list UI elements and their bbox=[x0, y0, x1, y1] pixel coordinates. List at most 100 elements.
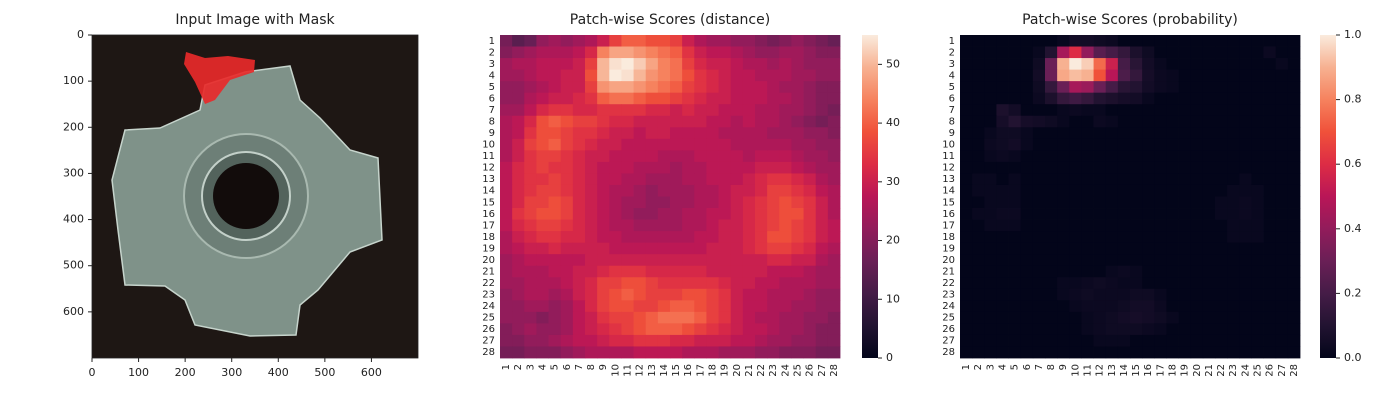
heat-cell bbox=[512, 184, 525, 197]
heat-cell bbox=[670, 231, 683, 244]
heat-cell bbox=[1275, 346, 1289, 359]
heat-cell bbox=[1008, 323, 1022, 336]
heat-cell bbox=[597, 58, 610, 71]
heat-cell bbox=[1093, 300, 1107, 313]
heat-cell bbox=[1178, 92, 1192, 105]
heat-cell bbox=[548, 277, 562, 290]
heat-cell bbox=[1032, 242, 1046, 255]
heat-cell bbox=[996, 346, 1009, 359]
heat-cell bbox=[1251, 196, 1264, 209]
heat-cell bbox=[1081, 138, 1094, 151]
heat-cell bbox=[694, 288, 707, 301]
heat-cell bbox=[815, 81, 829, 94]
heat-cell bbox=[1190, 138, 1204, 151]
heat-cell bbox=[1057, 277, 1070, 290]
heat-cell bbox=[1239, 173, 1252, 186]
heat-cell bbox=[524, 58, 537, 71]
heat-cell bbox=[1057, 81, 1070, 94]
y-tick-label: 16 bbox=[482, 209, 495, 220]
heat-cell bbox=[767, 115, 780, 128]
x-tick-label: 28 bbox=[829, 364, 840, 377]
heat-cell bbox=[1178, 288, 1192, 301]
heat-cell bbox=[803, 173, 817, 186]
heat-cell bbox=[572, 161, 586, 174]
heat-cell bbox=[1275, 196, 1289, 209]
heat-cell bbox=[621, 173, 634, 186]
heat-cell bbox=[1275, 150, 1289, 163]
heat-cell bbox=[972, 242, 985, 255]
heat-cell bbox=[1142, 277, 1155, 290]
heat-cell bbox=[779, 311, 792, 324]
heat-cell bbox=[1275, 92, 1289, 105]
heat-cell bbox=[1154, 334, 1167, 347]
heat-cell bbox=[718, 58, 732, 71]
heat-cell bbox=[1093, 92, 1107, 105]
heat-cell bbox=[597, 242, 610, 255]
heat-cell bbox=[1275, 104, 1289, 117]
heat-cell bbox=[767, 311, 780, 324]
x-tick-label: 15 bbox=[671, 364, 682, 377]
heat-cell bbox=[1057, 208, 1070, 220]
heat-cell bbox=[1057, 323, 1070, 336]
heat-cell bbox=[1215, 58, 1228, 71]
heat-cell bbox=[1045, 115, 1058, 128]
heat-cell bbox=[1020, 334, 1034, 347]
heat-cell bbox=[633, 311, 647, 324]
heat-cell bbox=[585, 150, 598, 163]
x-tick-label: 16 bbox=[683, 364, 694, 377]
heat-cell bbox=[803, 92, 817, 105]
heat-cell bbox=[706, 81, 719, 94]
y-tick-label: 3 bbox=[489, 59, 495, 70]
heat-cell bbox=[1117, 184, 1131, 197]
heat-cell bbox=[742, 242, 756, 255]
heat-cell bbox=[779, 219, 792, 232]
heat-cell bbox=[1032, 81, 1046, 94]
heat-cell bbox=[1275, 300, 1289, 313]
heat-cell bbox=[560, 311, 574, 324]
heat-cell bbox=[536, 104, 549, 117]
heat-cell bbox=[609, 81, 622, 94]
heat-cell bbox=[694, 58, 707, 71]
heat-cell bbox=[597, 334, 610, 347]
heat-cell bbox=[827, 115, 841, 128]
heat-cell bbox=[512, 346, 525, 359]
heat-cell bbox=[730, 231, 744, 244]
heat-cell bbox=[657, 81, 671, 94]
heat-cell bbox=[694, 208, 707, 220]
heat-cell bbox=[572, 300, 586, 313]
heat-cell bbox=[827, 46, 841, 59]
heat-cell bbox=[609, 231, 622, 244]
heat-cell bbox=[512, 35, 525, 47]
heat-cell bbox=[657, 323, 671, 336]
heat-cell bbox=[1032, 208, 1046, 220]
heat-cell bbox=[585, 161, 598, 174]
heat-cell bbox=[1166, 311, 1179, 324]
heat-cell bbox=[1215, 127, 1228, 140]
heat-cell bbox=[1287, 69, 1301, 82]
y-tick-label: 22 bbox=[482, 278, 495, 289]
heat-cell bbox=[1032, 323, 1046, 336]
heat-cell bbox=[1154, 346, 1167, 359]
heat-cell bbox=[1263, 346, 1277, 359]
heat-cell bbox=[815, 346, 829, 359]
heat-cell bbox=[779, 58, 792, 71]
heat-cell bbox=[742, 161, 756, 174]
heat-cell bbox=[1069, 58, 1082, 71]
heat-cell bbox=[1263, 173, 1277, 186]
heat-cell bbox=[1190, 231, 1204, 244]
heat-cell bbox=[1142, 231, 1155, 244]
heat-cell bbox=[1239, 184, 1252, 197]
heat-cell bbox=[972, 184, 985, 197]
heat-cell bbox=[1130, 254, 1143, 267]
heat-cell bbox=[682, 265, 695, 278]
heat-cell bbox=[984, 150, 997, 163]
heat-cell bbox=[512, 208, 525, 220]
heat-cell bbox=[1045, 242, 1058, 255]
y-tick-label: 27 bbox=[942, 336, 955, 347]
heat-cell bbox=[609, 104, 622, 117]
heat-cell bbox=[621, 184, 634, 197]
heat-cell bbox=[536, 288, 549, 301]
heat-cell bbox=[657, 150, 671, 163]
heat-cell bbox=[1166, 127, 1179, 140]
heat-cell bbox=[718, 323, 732, 336]
